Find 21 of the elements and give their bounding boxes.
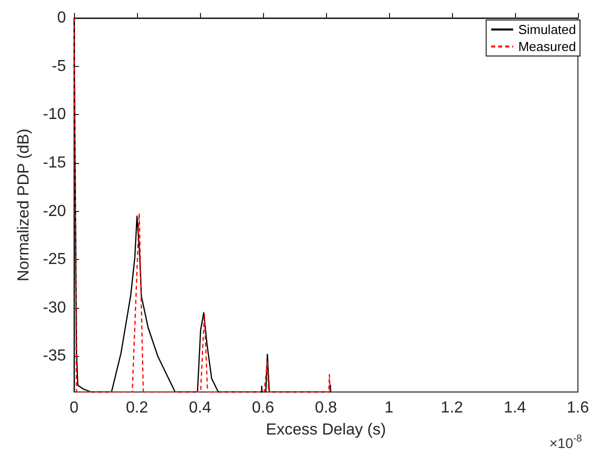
legend-label: Measured — [518, 39, 576, 54]
y-tick-label: -15 — [42, 154, 66, 172]
y-axis-title: Normalized PDP (dB) — [16, 128, 32, 282]
x-tick-label: 1.4 — [504, 400, 526, 416]
x-tick-label: 0.8 — [314, 400, 338, 416]
y-tick-label: -5 — [52, 58, 66, 75]
x-tick-label: 0.2 — [126, 400, 148, 416]
y-tick-label: -20 — [42, 202, 66, 220]
x-tick-label: 0.6 — [252, 400, 274, 416]
y-tick-label: 0 — [57, 10, 66, 26]
y-tick-label: -10 — [42, 106, 66, 124]
y-tick-label: -35 — [42, 348, 66, 365]
y-tick-label: -25 — [42, 251, 66, 268]
x-tick-label: 0.4 — [188, 400, 212, 416]
x-tick-label: 1.2 — [440, 400, 464, 416]
x-tick-label: 1 — [384, 400, 394, 416]
legend-label: Simulated — [518, 22, 576, 37]
y-tick-label: -30 — [42, 299, 66, 316]
x-tick-label: 1.6 — [566, 400, 590, 416]
x-tick-label: 0 — [70, 400, 79, 416]
x-axis-title: Excess Delay (s) — [266, 422, 386, 438]
